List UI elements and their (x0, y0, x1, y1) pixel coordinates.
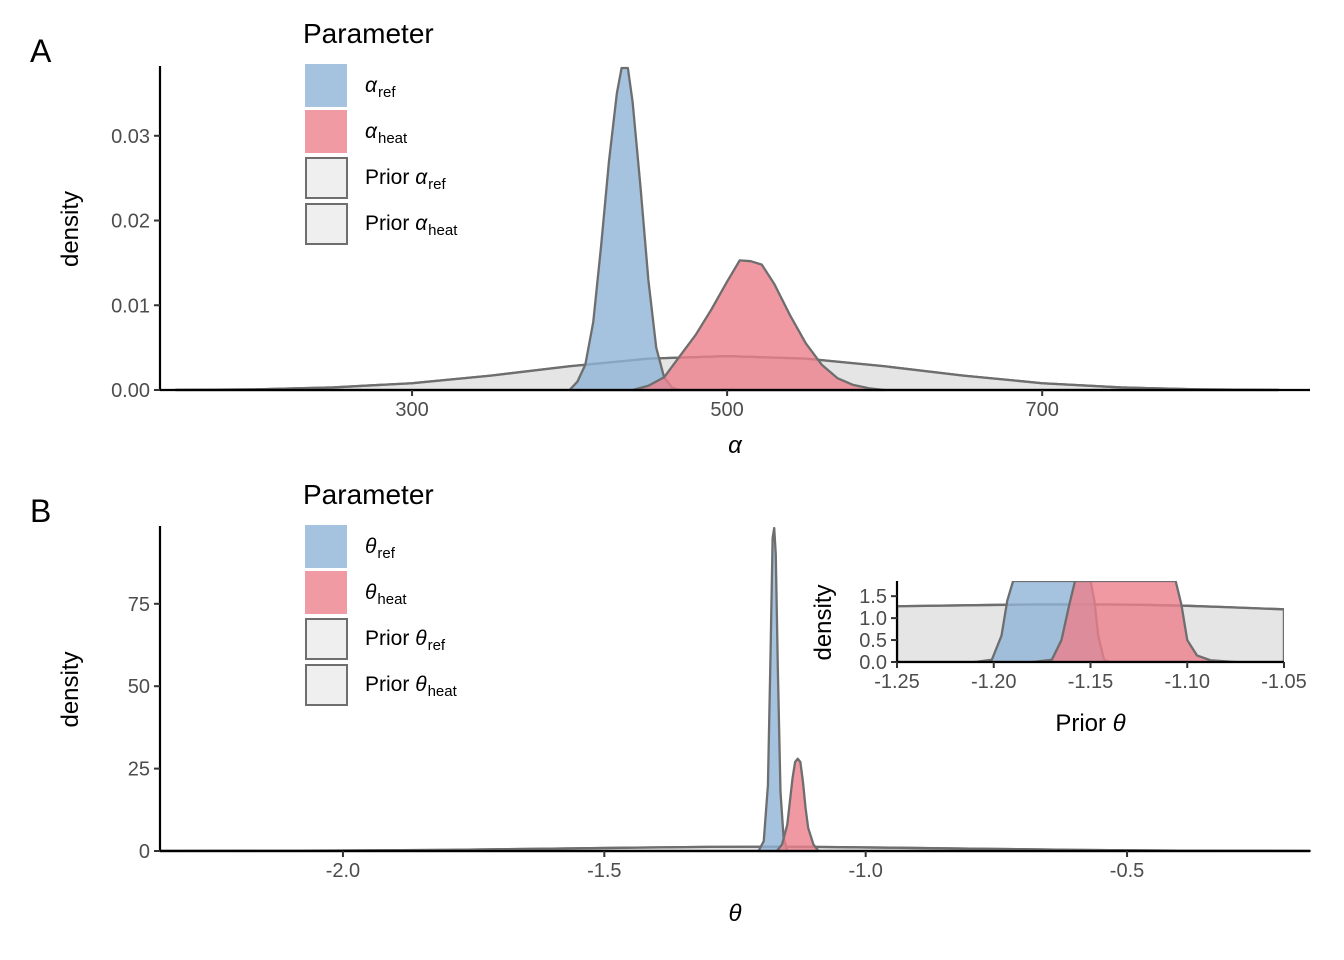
panel-b-plot: 0 25 50 75 -2.0 -1.5 -1.0 -0.5 θ density (57, 526, 1312, 927)
panel-a-legend-key-0 (305, 64, 347, 107)
panel-b-y-tick-label: 50 (128, 676, 150, 698)
panel-a-posterior-density-area-3 (631, 259, 886, 392)
panel-a-legend-key-3 (305, 203, 348, 245)
panel-b-y-tick-label: 0 (139, 841, 150, 863)
panel-b-legend-key-0 (305, 525, 347, 568)
panel-b-legend-title: Parameter (303, 479, 434, 510)
panel-b-posterior-density-area-3 (775, 757, 820, 853)
panel-a-legend-key-2 (305, 157, 348, 199)
panel-a-y-tick-label: 0.03 (111, 126, 150, 148)
panel-a-x-tick-label: 700 (1026, 399, 1059, 421)
inset-x-tick-label: -1.15 (1068, 671, 1114, 693)
panel-a-posterior-density-area-2 (568, 66, 682, 392)
panel-b-legend-label-0: θref (365, 535, 396, 562)
panel-b-tag: B (30, 493, 51, 529)
inset-x-axis-title: Prior θ (1055, 710, 1125, 737)
panel-a-x-axis-title: α (728, 432, 743, 459)
panel-b-x-tick-label: -1.5 (587, 860, 621, 882)
panel-b-x-tick-label: -0.5 (1110, 860, 1144, 882)
inset-x-tick-label: -1.20 (971, 671, 1017, 693)
inset-x-tick-label: -1.05 (1261, 671, 1307, 693)
panel-a-x-tick-label: 300 (395, 399, 428, 421)
panel-b-x-axis-title: θ (728, 900, 741, 927)
panel-a-tag: A (30, 33, 52, 69)
inset-x-tick-label: -1.25 (874, 671, 920, 693)
panel-b-legend-label-2: Prior θref (365, 627, 446, 654)
panel-b-legend: Parameter θref θheat Prior θref Prior θheat (303, 479, 458, 706)
panel-b-x-tick-label: -1.0 (848, 860, 882, 882)
panel-a-legend-title: Parameter (303, 18, 434, 49)
panel-a-legend-key-1 (305, 110, 347, 153)
inset-y-axis-title: density (810, 584, 837, 660)
panel-a-y-axis-title: density (57, 191, 84, 267)
panel-a-plot: 0.00 0.01 0.02 0.03 300 500 700 α density (57, 66, 1310, 459)
inset-y-tick-label: 0.5 (859, 630, 887, 652)
inset-y-tick-label: 0.0 (859, 652, 887, 674)
panel-a-legend-label-2: Prior αref (365, 166, 447, 193)
panel-b-legend-key-3 (305, 664, 348, 706)
panel-b-legend-label-1: θheat (365, 581, 407, 608)
inset-x-tick-label: -1.10 (1164, 671, 1210, 693)
panel-b-legend-key-1 (305, 571, 347, 614)
panel-a-x-tick-label: 500 (710, 399, 743, 421)
inset-y-tick-label: 1.5 (859, 586, 887, 608)
inset-posterior-density-area-3 (1031, 581, 1237, 662)
panel-b-legend-key-2 (305, 618, 348, 660)
panel-b-y-tick-label: 75 (128, 594, 150, 616)
panel-b-y-tick-label: 25 (128, 759, 150, 781)
panel-a-legend-label-1: αheat (365, 120, 408, 147)
panel-b-legend-label-3: Prior θheat (365, 673, 458, 700)
panel-b-posterior-density-area-2 (757, 526, 789, 853)
panel-a-legend: Parameter αref αheat Prior αref Prior αheat (303, 18, 458, 245)
panel-b-inset-plot: 0.00.51.01.5 -1.25 -1.20 -1.15 -1.10 -1.05 Pri… (810, 581, 1307, 737)
panel-a-legend-label-0: αref (365, 74, 396, 101)
panel-a-y-tick-label: 0.00 (111, 380, 150, 402)
panel-a-legend-label-3: Prior αheat (365, 212, 458, 239)
inset-y-tick-label: 1.0 (859, 608, 887, 630)
panel-a-y-tick-label: 0.01 (111, 295, 150, 317)
panel-b-x-tick-label: -2.0 (326, 860, 360, 882)
panel-a-y-tick-label: 0.02 (111, 211, 150, 233)
panel-b-y-axis-title: density (57, 651, 84, 727)
